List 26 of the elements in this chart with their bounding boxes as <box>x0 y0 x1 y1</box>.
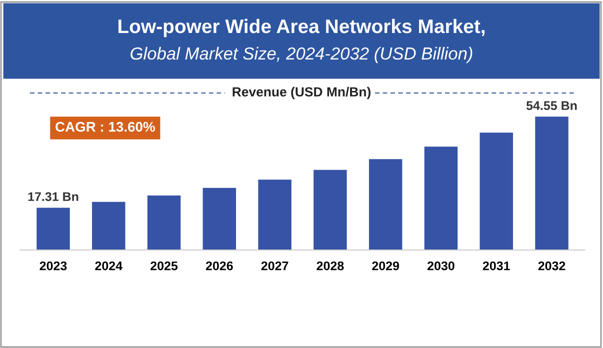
x-tick-label: 2023 <box>40 261 67 270</box>
x-tick-label: 2025 <box>150 261 178 270</box>
x-tick-label: 2032 <box>538 261 566 270</box>
x-tick-label: 2024 <box>95 261 122 270</box>
bar <box>36 208 70 250</box>
chart-subtitle: Global Market Size, 2024-2032 (USD Billion) <box>130 46 472 64</box>
chart-title: Low-power Wide Area Networks Market, <box>118 18 485 38</box>
x-tick-label: 2027 <box>261 261 288 270</box>
data-label: 54.55 Bn <box>526 101 577 110</box>
annotation: CAGR : 13.60% <box>56 122 155 132</box>
x-tick-label: 2031 <box>482 261 510 270</box>
y-axis-title: Revenue (USD Mn/Bn) <box>232 86 370 100</box>
data-label: 17.31 Bn <box>28 192 78 202</box>
bar <box>368 159 402 250</box>
bar <box>202 188 236 250</box>
bar <box>480 132 513 250</box>
bar <box>535 116 568 250</box>
x-tick-label: 2030 <box>428 261 454 270</box>
bar <box>147 195 181 250</box>
x-tick-label: 2026 <box>206 261 233 270</box>
bar <box>258 180 292 250</box>
bar <box>92 202 126 250</box>
bar <box>424 146 458 250</box>
x-tick-label: 2028 <box>316 261 344 270</box>
x-tick-label: 2029 <box>372 261 400 270</box>
bar <box>314 170 347 250</box>
